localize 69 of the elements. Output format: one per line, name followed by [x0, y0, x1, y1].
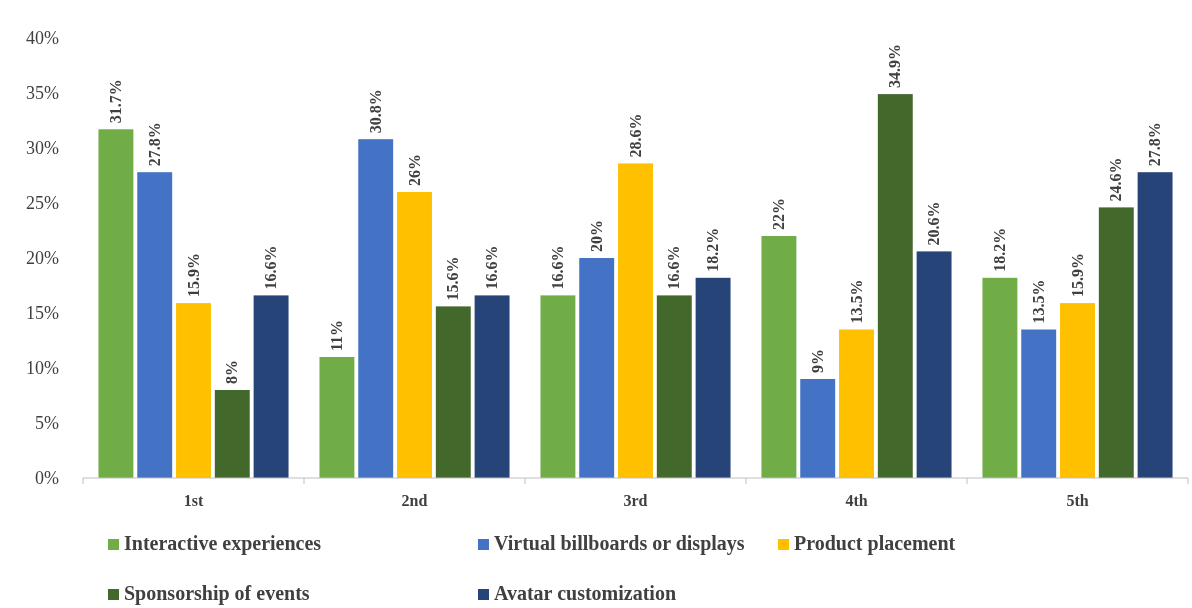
- bar: [98, 129, 134, 478]
- data-label: 16.6%: [548, 245, 566, 290]
- data-label: 13.5%: [847, 279, 865, 324]
- bar: [656, 295, 692, 478]
- data-label: 18.2%: [990, 227, 1008, 272]
- bar: [253, 295, 289, 478]
- data-label: 31.7%: [106, 79, 124, 124]
- bar: [176, 303, 211, 478]
- bar: [137, 172, 173, 478]
- bar: [877, 94, 913, 478]
- x-tick-label: 3rd: [623, 492, 648, 509]
- data-label: 27.8%: [145, 122, 163, 167]
- x-tick-label: 4th: [845, 492, 868, 509]
- data-label: 20%: [587, 220, 605, 252]
- data-label: 22%: [769, 198, 787, 230]
- y-tick-label: 10%: [26, 358, 59, 379]
- y-tick-label: 35%: [26, 83, 59, 104]
- data-label: 28.6%: [626, 113, 644, 158]
- data-label: 13.5%: [1029, 279, 1047, 324]
- y-tick-label: 25%: [26, 193, 59, 214]
- bar: [540, 295, 576, 478]
- bar: [397, 192, 432, 478]
- data-label: 8%: [223, 360, 241, 384]
- bar: [618, 163, 653, 478]
- legend-label: Avatar customization: [494, 582, 677, 604]
- data-label: 15.9%: [1068, 253, 1086, 298]
- bar: [839, 329, 874, 478]
- data-label: 11%: [327, 319, 345, 351]
- bar: [916, 251, 952, 478]
- data-label: 30.8%: [366, 89, 384, 134]
- bar: [579, 258, 615, 478]
- bar: [800, 379, 836, 478]
- bar: [1021, 329, 1057, 478]
- bar: [319, 357, 355, 478]
- data-label: 16.6%: [483, 245, 501, 290]
- x-tick-label: 2nd: [401, 492, 428, 509]
- y-tick-label: 15%: [26, 303, 59, 324]
- bar: [695, 277, 731, 478]
- legend-label: Virtual billboards or displays: [494, 532, 745, 555]
- bar: [214, 390, 250, 478]
- data-label: 26%: [405, 154, 423, 186]
- data-label: 9%: [808, 349, 826, 373]
- bar: [1060, 303, 1095, 478]
- data-label: 20.6%: [925, 201, 943, 246]
- bar: [982, 277, 1018, 478]
- bar: [1098, 207, 1134, 478]
- legend-label: Interactive experiences: [124, 532, 322, 555]
- y-tick-label: 5%: [35, 413, 59, 434]
- bar: [1137, 172, 1173, 478]
- bar: [761, 236, 797, 478]
- x-tick-label: 5th: [1066, 492, 1089, 509]
- y-tick-label: 0%: [35, 468, 59, 489]
- legend-label: Sponsorship of events: [124, 582, 310, 605]
- data-label: 27.8%: [1146, 122, 1164, 167]
- bar: [358, 139, 394, 478]
- bar: [435, 306, 471, 478]
- y-tick-label: 20%: [26, 248, 59, 269]
- data-label: 16.6%: [665, 245, 683, 290]
- data-label: 18.2%: [704, 227, 722, 272]
- y-tick-label: 30%: [26, 138, 59, 159]
- data-label: 16.6%: [262, 245, 280, 290]
- data-label: 24.6%: [1107, 157, 1125, 202]
- legend-label: Product placement: [794, 532, 956, 555]
- bar: [474, 295, 510, 478]
- data-label: 15.6%: [444, 256, 462, 301]
- y-tick-label: 40%: [26, 28, 59, 49]
- data-label: 34.9%: [886, 44, 904, 89]
- data-label: 15.9%: [184, 253, 202, 298]
- x-tick-label: 1st: [183, 492, 204, 509]
